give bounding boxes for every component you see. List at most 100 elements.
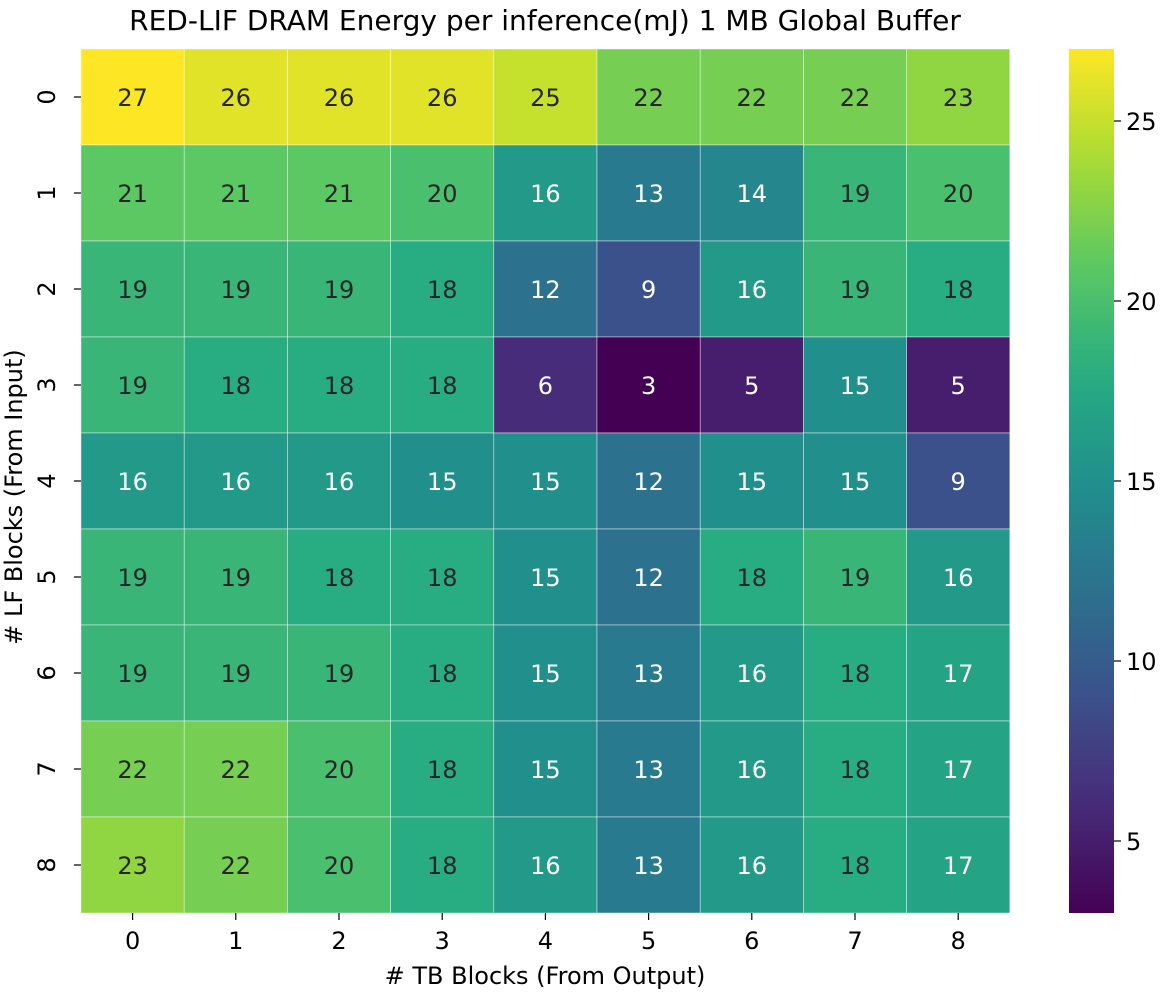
- cell-value-label: 19: [117, 372, 148, 400]
- cell-value-label: 13: [633, 756, 664, 784]
- x-tick-label: 5: [641, 927, 656, 955]
- heatmap-cell: [287, 144, 391, 242]
- cell-value-label: 18: [427, 372, 458, 400]
- heatmap-cell: [596, 336, 701, 434]
- x-tick-label: 3: [435, 927, 450, 955]
- cell-value-label: 16: [737, 660, 768, 688]
- cell-value-label: 22: [737, 84, 768, 112]
- heatmap-cell: [183, 816, 288, 914]
- cell-value-label: 17: [943, 660, 974, 688]
- x-tick-label: 2: [331, 927, 346, 955]
- heatmap-cell: [287, 720, 391, 818]
- y-tick-label: 3: [33, 377, 61, 392]
- cell-value-label: 22: [221, 852, 252, 880]
- heatmap-cell: [390, 624, 495, 722]
- x-tick-label: 7: [847, 927, 862, 955]
- heatmap-cell: [287, 336, 391, 434]
- colorbar-tick-label: 15: [1126, 468, 1157, 496]
- cell-value-label: 15: [530, 756, 561, 784]
- heatmap-cell: [80, 528, 185, 626]
- heatmap-cell: [390, 816, 495, 914]
- cell-value-label: 20: [427, 180, 458, 208]
- heatmap-cell: [803, 336, 907, 434]
- cell-value-label: 19: [324, 660, 355, 688]
- heatmap-cell: [80, 144, 185, 242]
- cell-value-label: 16: [737, 852, 768, 880]
- cell-value-label: 22: [221, 756, 252, 784]
- cell-value-label: 20: [943, 180, 974, 208]
- cell-value-label: 21: [117, 180, 148, 208]
- cell-value-label: 16: [737, 276, 768, 304]
- heatmap-cell: [287, 432, 391, 530]
- cell-value-label: 20: [324, 756, 355, 784]
- heatmap-cell: [699, 336, 804, 434]
- heatmap-cell: [699, 144, 804, 242]
- y-tick-label: 0: [33, 89, 61, 104]
- heatmap-cell: [803, 144, 907, 242]
- cell-value-label: 9: [951, 468, 966, 496]
- heatmap-cell: [906, 336, 1011, 434]
- heatmap-cell: [80, 240, 185, 338]
- cell-value-label: 5: [951, 372, 966, 400]
- heatmap-cell: [390, 336, 495, 434]
- cell-value-label: 9: [641, 276, 656, 304]
- heatmap-cell: [906, 624, 1011, 722]
- cell-value-label: 18: [427, 276, 458, 304]
- heatmap-cell: [390, 240, 495, 338]
- y-axis-label: # LF Blocks (From Input): [0, 349, 28, 645]
- cell-value-label: 18: [221, 372, 252, 400]
- heatmap-cell: [699, 624, 804, 722]
- cell-value-label: 16: [737, 756, 768, 784]
- cell-value-label: 18: [427, 756, 458, 784]
- heatmap-cell: [596, 144, 701, 242]
- cell-value-label: 19: [117, 660, 148, 688]
- cell-value-label: 18: [324, 372, 355, 400]
- cell-value-label: 15: [737, 468, 768, 496]
- cell-value-label: 21: [324, 180, 355, 208]
- heatmap-cell: [493, 624, 598, 722]
- cell-value-label: 14: [737, 180, 768, 208]
- heatmap-cell: [699, 48, 804, 146]
- heatmap-cell: [390, 144, 495, 242]
- heatmap-cell: [699, 720, 804, 818]
- heatmap-cell: [287, 816, 391, 914]
- cell-value-label: 19: [117, 276, 148, 304]
- cell-value-label: 19: [840, 276, 871, 304]
- heatmap-cell: [80, 720, 185, 818]
- x-tick-label: 1: [228, 927, 243, 955]
- colorbar-tick-label: 25: [1126, 108, 1157, 136]
- cell-value-label: 19: [324, 276, 355, 304]
- y-tick-label: 1: [33, 185, 61, 200]
- cell-value-label: 23: [117, 852, 148, 880]
- heatmap-cell: [183, 240, 288, 338]
- x-tick-label: 6: [744, 927, 759, 955]
- cell-value-label: 12: [530, 276, 561, 304]
- colorbar-tick-label: 5: [1126, 828, 1141, 856]
- cell-value-label: 16: [530, 180, 561, 208]
- colorbar-tick-label: 10: [1126, 648, 1157, 676]
- heatmap-cell: [183, 720, 288, 818]
- colorbar: [1069, 49, 1114, 913]
- cell-value-label: 15: [530, 468, 561, 496]
- cell-value-label: 3: [641, 372, 656, 400]
- cell-value-label: 17: [943, 756, 974, 784]
- heatmap-cell: [390, 528, 495, 626]
- heatmap-cell: [596, 624, 701, 722]
- heatmap-cell: [699, 240, 804, 338]
- x-tick-label: 0: [125, 927, 140, 955]
- cell-value-label: 16: [324, 468, 355, 496]
- heatmap-cell: [596, 528, 701, 626]
- cell-value-label: 22: [117, 756, 148, 784]
- cell-value-label: 6: [538, 372, 553, 400]
- heatmap-cell: [803, 48, 907, 146]
- cell-value-label: 13: [633, 180, 664, 208]
- heatmap-cell: [906, 720, 1011, 818]
- heatmap-cell: [80, 48, 185, 146]
- cell-value-label: 19: [221, 276, 252, 304]
- cell-value-label: 15: [530, 660, 561, 688]
- heatmap-cell: [906, 528, 1011, 626]
- heatmap-cell: [493, 720, 598, 818]
- cell-value-label: 27: [117, 84, 148, 112]
- y-tick-label: 8: [33, 857, 61, 872]
